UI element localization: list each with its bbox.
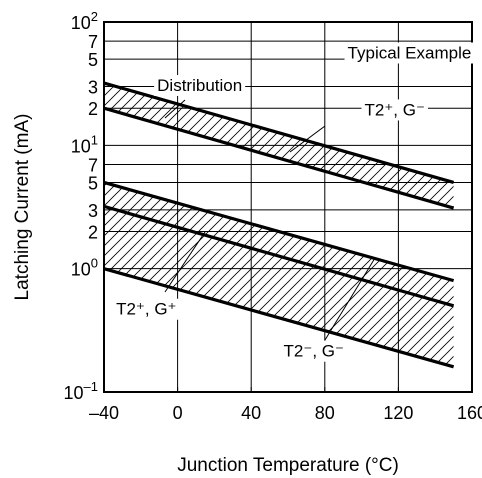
y-tick-label: 2	[88, 99, 98, 119]
y-axis-label: Latching Current (mA)	[12, 114, 33, 301]
annotation-label: Distribution	[154, 74, 246, 119]
y-tick-exponent: 2	[91, 9, 98, 24]
y-tick-label: 5	[88, 50, 98, 70]
y-tick-exponent: –1	[84, 379, 98, 394]
series-line-1	[104, 81, 455, 184]
annotation-label: T2⁺, G⁻	[289, 99, 428, 153]
leader-line	[164, 99, 186, 119]
annotation-background	[344, 42, 475, 64]
x-axis-label: Junction Temperature (°C)	[177, 455, 399, 476]
x-axis-ticks: –40 0 40 80 120 160	[89, 387, 482, 423]
annotation-background	[361, 99, 428, 121]
annotation-label: Typical Example	[344, 42, 475, 64]
y-tick-label: 5	[88, 173, 98, 193]
y-tick-label: 3	[88, 77, 98, 97]
annotation-text: Typical Example	[348, 44, 472, 63]
y-tick-base: 10	[71, 260, 91, 280]
leader-line	[289, 125, 326, 153]
annotation-label: T2⁻, G⁻	[280, 257, 376, 362]
y-tick-label: 3	[88, 201, 98, 221]
hatched-band-1	[104, 83, 454, 209]
annotation-text: T2⁺, G⁻	[364, 100, 424, 119]
annotation-background	[280, 340, 347, 362]
y-tick-base: 10	[64, 383, 84, 403]
x-tick-label: 40	[241, 403, 261, 423]
series-line-4	[104, 204, 455, 308]
y-tick-base: 10	[71, 13, 91, 33]
plot-border	[103, 21, 473, 393]
y-tick-label: 101	[71, 132, 98, 156]
series-lines	[104, 81, 455, 369]
y-tick-base: 10	[71, 136, 91, 156]
y-tick-label: 7	[88, 155, 98, 175]
y-tick-label: 10–1	[64, 379, 99, 403]
annotation-text: T2⁻, G⁻	[284, 342, 344, 361]
x-tick-label: 160	[457, 403, 482, 423]
series-line-5	[104, 267, 455, 369]
y-tick-label: 2	[88, 223, 98, 243]
x-tick-label: 120	[383, 403, 413, 423]
leader-line	[324, 257, 376, 341]
y-tick-label: 102	[71, 9, 98, 33]
leader-line	[164, 231, 206, 293]
x-tick-label: 0	[173, 403, 183, 423]
plot-frame	[103, 21, 473, 393]
y-tick-exponent: 1	[91, 132, 98, 147]
series-line-3	[104, 180, 455, 283]
annotation-background	[113, 298, 180, 320]
hatched-distribution-bands	[104, 83, 454, 367]
y-tick-exponent: 0	[91, 256, 98, 271]
y-tick-label: 100	[71, 256, 98, 280]
annotation-text: T2⁺, G⁺	[116, 300, 176, 319]
series-line-2	[104, 106, 455, 210]
annotation-label: T2⁺, G⁺	[113, 231, 206, 320]
annotation-background	[154, 74, 246, 96]
annotation-text: Distribution	[157, 76, 242, 95]
annotations: Typical Example Distribution T2⁺, G⁻ T2⁺, G…	[113, 42, 475, 362]
x-tick-label: 80	[315, 403, 335, 423]
x-tick-label: –40	[89, 403, 119, 423]
hatched-band-2	[104, 182, 454, 367]
y-tick-label: 7	[88, 32, 98, 52]
